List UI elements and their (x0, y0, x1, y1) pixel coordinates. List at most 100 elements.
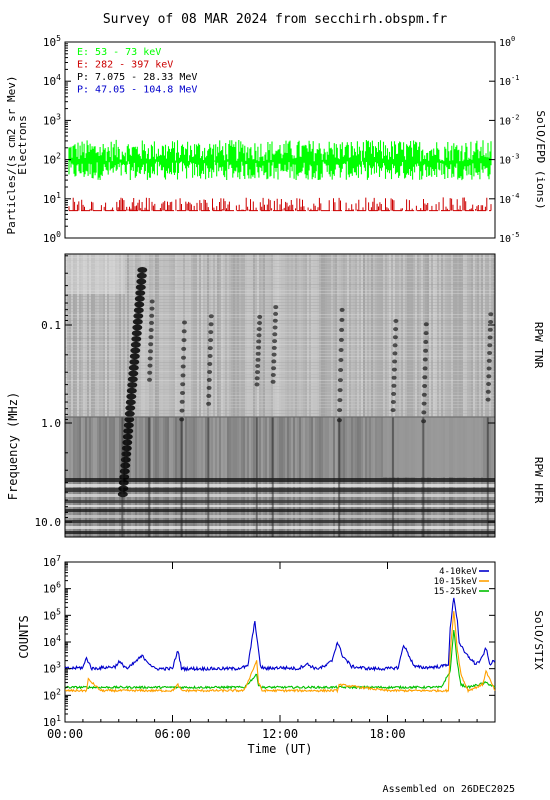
radio-burst-blob (118, 479, 129, 486)
radio-hfr-column (101, 417, 103, 537)
radio-hfr-column (85, 417, 87, 537)
radio-burst-blob (256, 345, 261, 350)
radio-tnr-column (157, 254, 159, 417)
radio-hfr-column (199, 417, 201, 537)
particles-y2-tick-label: 100 (499, 35, 515, 49)
radio-tnr-column (119, 254, 121, 417)
radio-burst-blob (422, 375, 428, 380)
radio-burst-blob (149, 299, 155, 304)
radio-hfr-column (109, 417, 111, 537)
radio-tnr-column (315, 254, 317, 417)
radio-hfr-column (349, 417, 351, 537)
radio-hfr-column (203, 417, 205, 537)
radio-burst-blob (392, 359, 398, 364)
radio-burst-blob (272, 325, 278, 330)
radio-burst-blob (271, 345, 277, 350)
radio-tnr-column (173, 254, 175, 417)
radio-burst-blob (179, 399, 185, 404)
radio-tnr-column (203, 254, 205, 417)
xray-y-tick-label: 103 (43, 661, 61, 676)
radio-burst-hfr-line (338, 417, 341, 537)
radio-hfr-column (143, 417, 145, 537)
radio-tnr-streak (65, 380, 495, 381)
radio-tnr-column (295, 254, 297, 417)
radio-hfr-column (87, 417, 89, 537)
radio-hfr-column (211, 417, 213, 537)
radio-tnr-column (201, 254, 203, 417)
radio-tnr-column (361, 254, 363, 417)
radio-tnr-streak (65, 350, 495, 351)
radio-tnr-column (389, 254, 391, 417)
radio-burst-blob (126, 387, 137, 394)
radio-hfr-column (293, 417, 295, 537)
radio-burst-blob (392, 335, 398, 340)
radio-hfr-column (115, 417, 117, 537)
radio-burst-hfr-line (148, 417, 151, 537)
radio-tnr-column (431, 254, 433, 417)
radio-hfr-column (171, 417, 173, 537)
radio-hfr-column (165, 417, 167, 537)
radio-burst-blob (181, 329, 187, 334)
radio-tnr-column (207, 254, 209, 417)
radio-burst-blob (257, 321, 262, 325)
radio-tnr-column (105, 254, 107, 417)
radio-tnr-column (435, 254, 437, 417)
radio-hfr-column (135, 417, 137, 537)
radio-burst-blob (390, 408, 396, 413)
radio-tnr-column (405, 254, 407, 417)
radio-burst-blob (273, 311, 279, 316)
radio-tnr-column (243, 254, 245, 417)
xray-legend-label: 10-15keV (434, 577, 478, 587)
radio-hfr-column (351, 417, 353, 537)
particles-y2-tick-label: 10-3 (499, 153, 519, 167)
particles-y-axis-sublabel: Electrons (16, 115, 29, 175)
radio-hfr-column (189, 417, 191, 537)
radio-hfr-column (279, 417, 281, 537)
radio-burst-blob (255, 364, 261, 368)
radio-tnr-column (261, 254, 263, 417)
radio-tnr-column (421, 254, 423, 417)
radio-burst-blob (339, 307, 345, 312)
radio-tnr-streak (65, 257, 495, 258)
radio-tnr-column (71, 254, 73, 417)
radio-hfr-column (185, 417, 187, 537)
radio-tnr-streak (65, 413, 495, 414)
radio-tnr-streak (65, 266, 495, 267)
radio-burst-blob (136, 272, 147, 279)
radio-burst-blob (338, 368, 344, 372)
radio-tnr-column (297, 254, 299, 417)
radio-burst-blob (148, 342, 154, 347)
radio-hfr-column (367, 417, 369, 537)
radio-burst-blob (487, 327, 493, 332)
radio-tnr-streak (65, 314, 495, 315)
radio-tnr-column (453, 254, 455, 417)
radio-burst-blob (181, 338, 187, 343)
radio-hfr-column (251, 417, 253, 537)
xray-right-label: SolO/STIX (532, 610, 545, 670)
radio-hfr-column (307, 417, 309, 537)
radio-hfr-column (113, 417, 115, 537)
radio-hfr-column (341, 417, 343, 537)
radio-burst-blob (180, 391, 185, 395)
radio-burst-blob (128, 364, 139, 371)
radio-tnr-column (385, 254, 387, 417)
radio-burst-blob (207, 362, 213, 366)
radio-tnr-streak (65, 410, 495, 411)
radio-tnr-column (471, 254, 473, 417)
radio-tnr-column (331, 254, 333, 417)
radio-burst-blob (208, 314, 214, 319)
radio-tnr-streak (65, 401, 495, 402)
radio-tnr-streak (65, 404, 495, 405)
radio-tnr-column (121, 254, 123, 417)
radio-tnr-column (153, 254, 155, 417)
particles-y-tick-label: 100 (43, 230, 61, 245)
radio-hfr-column (347, 417, 349, 537)
radio-hfr-column (273, 417, 275, 537)
radio-hfr-column (329, 417, 331, 537)
radio-tnr-bright-patch (65, 254, 125, 294)
radio-y-tick-label: 1.0 (41, 417, 61, 430)
radio-hfr-column (153, 417, 155, 537)
radio-hfr-column (287, 417, 289, 537)
radio-tnr-column (359, 254, 361, 417)
radio-tnr-column (79, 254, 81, 417)
